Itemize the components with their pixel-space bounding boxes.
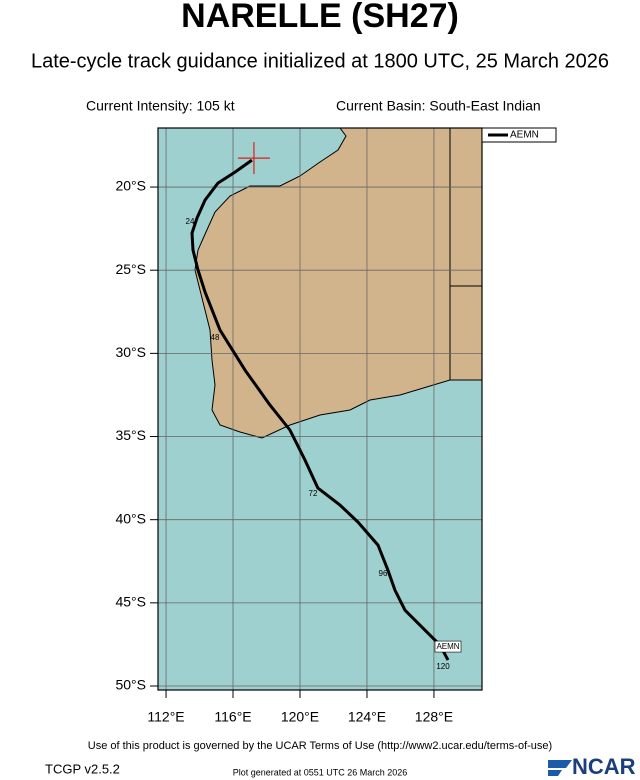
- intensity: Current Intensity: 105 kt: [86, 98, 235, 114]
- hour-label: 24: [186, 217, 195, 226]
- hour-label: 96: [379, 569, 388, 578]
- x-tick-label: 120°E: [281, 709, 319, 725]
- y-tick-label: 50°S: [115, 677, 146, 693]
- frame: [157, 127, 483, 691]
- x-tick-label: 112°E: [147, 709, 184, 725]
- version: TCGP v2.5.2: [45, 761, 120, 776]
- x-tick-label: 124°E: [348, 709, 386, 725]
- x-tick-label: 128°E: [415, 709, 453, 725]
- basin: Current Basin: South-East Indian: [336, 98, 541, 114]
- hour-label: 120: [436, 662, 450, 671]
- y-tick-label: 40°S: [115, 510, 146, 526]
- subtitle: Late-cycle track guidance initialized at…: [31, 50, 609, 72]
- terms: Use of this product is governed by the U…: [88, 740, 552, 752]
- generated: Plot generated at 0551 UTC 26 March 2026: [233, 767, 408, 777]
- grid: [158, 128, 482, 690]
- logo-mark: [548, 760, 572, 776]
- end-label-box: [434, 640, 462, 653]
- legend-box: [481, 127, 557, 143]
- hour-label: 72: [309, 489, 318, 498]
- hour-label: 48: [211, 333, 220, 342]
- end-label: AEMN: [436, 642, 459, 651]
- x-tick-label: 116°E: [214, 709, 251, 725]
- land: [194, 127, 483, 439]
- logo-text: NCAR: [572, 754, 636, 779]
- y-tick-label: 30°S: [115, 344, 146, 360]
- track: [190, 158, 450, 661]
- y-tick-label: 25°S: [115, 261, 146, 277]
- legend: AEMN: [481, 127, 557, 143]
- y-tick-label: 45°S: [115, 594, 146, 610]
- legend-label: AEMN: [510, 130, 539, 141]
- y-tick-label: 35°S: [115, 427, 146, 443]
- logo: NCAR: [548, 754, 636, 779]
- title: NARELLE (SH27): [181, 0, 459, 35]
- y-tick-label: 20°S: [115, 178, 146, 194]
